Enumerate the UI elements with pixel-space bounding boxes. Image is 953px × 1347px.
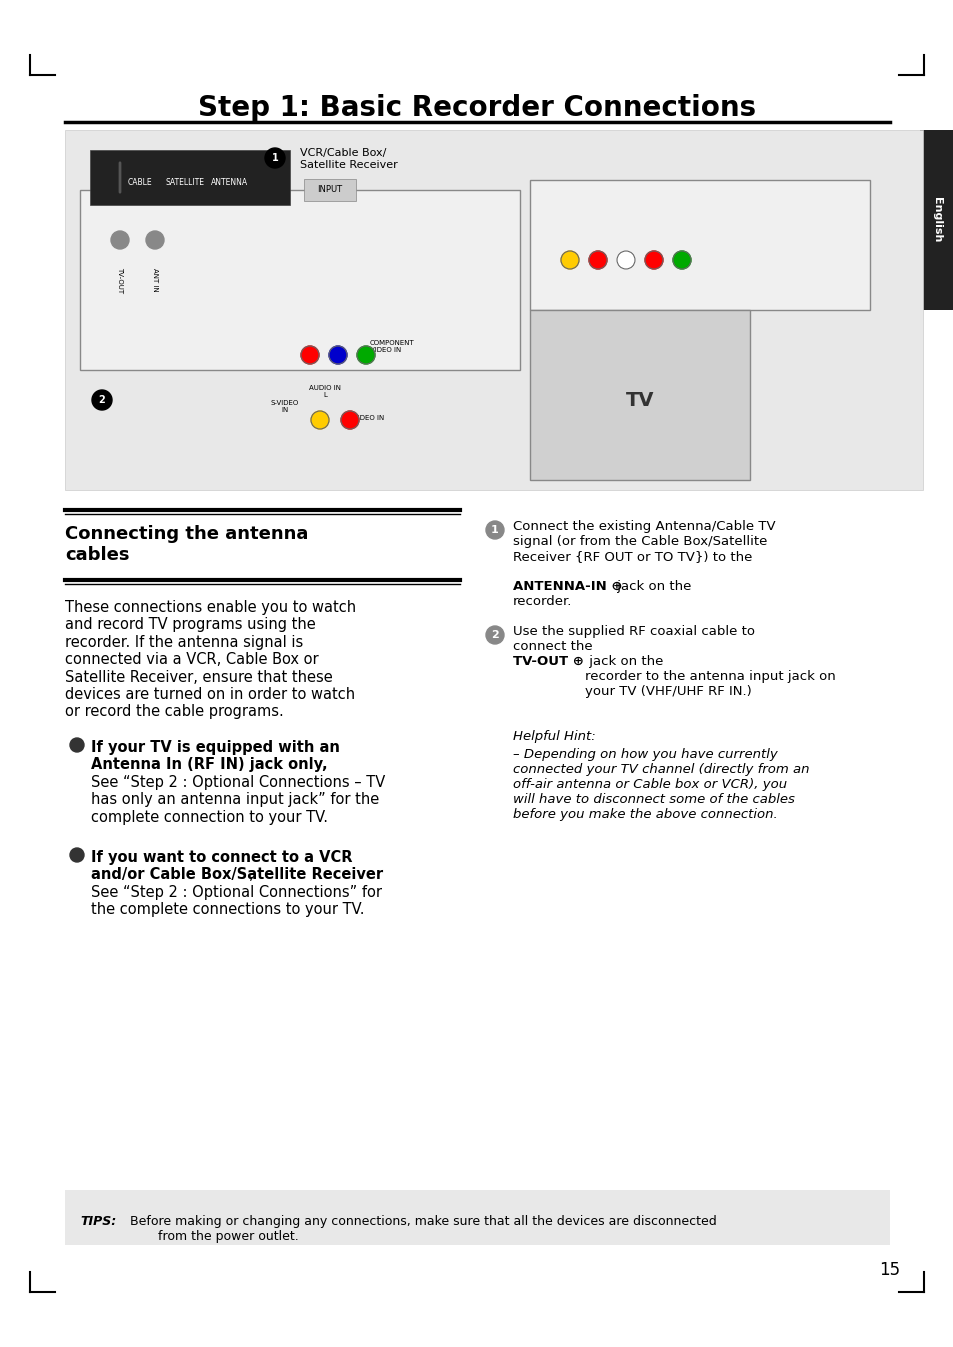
Circle shape bbox=[329, 346, 347, 364]
FancyBboxPatch shape bbox=[65, 1189, 889, 1245]
Text: 1: 1 bbox=[491, 525, 498, 535]
Circle shape bbox=[311, 411, 329, 428]
Circle shape bbox=[485, 626, 503, 644]
Text: 2: 2 bbox=[491, 630, 498, 640]
Text: Use the supplied RF coaxial cable to
connect the: Use the supplied RF coaxial cable to con… bbox=[513, 625, 754, 653]
Circle shape bbox=[485, 521, 503, 539]
Text: VCR/Cable Box/
Satellite Receiver: VCR/Cable Box/ Satellite Receiver bbox=[299, 148, 397, 170]
FancyBboxPatch shape bbox=[530, 310, 749, 480]
Circle shape bbox=[70, 738, 84, 752]
Text: TV-OUT ⊕: TV-OUT ⊕ bbox=[513, 655, 583, 668]
Text: CABLE: CABLE bbox=[128, 178, 152, 187]
Text: AUDIO IN
L: AUDIO IN L bbox=[309, 385, 340, 397]
Text: recorder.: recorder. bbox=[513, 595, 572, 607]
Text: S-VIDEO
IN: S-VIDEO IN bbox=[271, 400, 299, 414]
Text: ANT IN: ANT IN bbox=[152, 268, 158, 292]
Circle shape bbox=[146, 230, 164, 249]
Circle shape bbox=[617, 251, 635, 269]
Text: See “Step 2 : Optional Connections” for
the complete connections to your TV.: See “Step 2 : Optional Connections” for … bbox=[91, 885, 381, 917]
Text: SATELLITE: SATELLITE bbox=[165, 178, 204, 187]
Circle shape bbox=[91, 391, 112, 409]
Text: COMPONENT
VIDEO IN: COMPONENT VIDEO IN bbox=[370, 339, 415, 353]
Text: jack on the: jack on the bbox=[613, 581, 691, 593]
FancyBboxPatch shape bbox=[304, 179, 355, 201]
Text: ANTENNA: ANTENNA bbox=[212, 178, 249, 187]
FancyBboxPatch shape bbox=[80, 190, 519, 370]
Text: 15: 15 bbox=[879, 1261, 900, 1280]
Text: If you want to connect to a VCR
and/or Cable Box/Satellite Receiver: If you want to connect to a VCR and/or C… bbox=[91, 850, 383, 882]
FancyBboxPatch shape bbox=[530, 180, 869, 310]
Text: TV-OUT: TV-OUT bbox=[117, 267, 123, 294]
Text: 1: 1 bbox=[272, 154, 278, 163]
Circle shape bbox=[340, 411, 358, 428]
Circle shape bbox=[70, 849, 84, 862]
Text: – Depending on how you have currently
connected your TV channel (directly from a: – Depending on how you have currently co… bbox=[513, 748, 809, 822]
FancyBboxPatch shape bbox=[65, 131, 923, 490]
Text: TV: TV bbox=[625, 391, 654, 409]
Text: ,: , bbox=[248, 867, 253, 882]
Text: TIPS:: TIPS: bbox=[80, 1215, 116, 1228]
Circle shape bbox=[560, 251, 578, 269]
Circle shape bbox=[588, 251, 606, 269]
Text: ANTENNA-IN ⊕: ANTENNA-IN ⊕ bbox=[513, 581, 622, 593]
Text: See “Step 2 : Optional Connections – TV
has only an antenna input jack” for the
: See “Step 2 : Optional Connections – TV … bbox=[91, 775, 385, 824]
Circle shape bbox=[301, 346, 318, 364]
Circle shape bbox=[644, 251, 662, 269]
Text: These connections enable you to watch
and record TV programs using the
recorder.: These connections enable you to watch an… bbox=[65, 599, 355, 719]
Text: VIDEO IN: VIDEO IN bbox=[353, 415, 384, 422]
Text: 2: 2 bbox=[98, 395, 105, 405]
FancyBboxPatch shape bbox=[919, 131, 953, 310]
Text: Connect the existing Antenna/Cable TV
signal (or from the Cable Box/Satellite
Re: Connect the existing Antenna/Cable TV si… bbox=[513, 520, 775, 563]
Text: Helpful Hint:: Helpful Hint: bbox=[513, 730, 595, 744]
FancyBboxPatch shape bbox=[90, 150, 290, 205]
Circle shape bbox=[672, 251, 690, 269]
Text: jack on the
recorder to the antenna input jack on
your TV (VHF/UHF RF IN.): jack on the recorder to the antenna inpu… bbox=[584, 655, 835, 698]
Circle shape bbox=[111, 230, 129, 249]
Text: INPUT: INPUT bbox=[317, 186, 342, 194]
Text: If your TV is equipped with an
Antenna In (RF IN) jack only,: If your TV is equipped with an Antenna I… bbox=[91, 740, 339, 772]
Text: Before making or changing any connections, make sure that all the devices are di: Before making or changing any connection… bbox=[130, 1215, 716, 1243]
Circle shape bbox=[265, 148, 285, 168]
Circle shape bbox=[356, 346, 375, 364]
Text: Connecting the antenna
cables: Connecting the antenna cables bbox=[65, 525, 308, 564]
Text: English: English bbox=[931, 197, 941, 242]
Text: Step 1: Basic Recorder Connections: Step 1: Basic Recorder Connections bbox=[197, 94, 756, 123]
